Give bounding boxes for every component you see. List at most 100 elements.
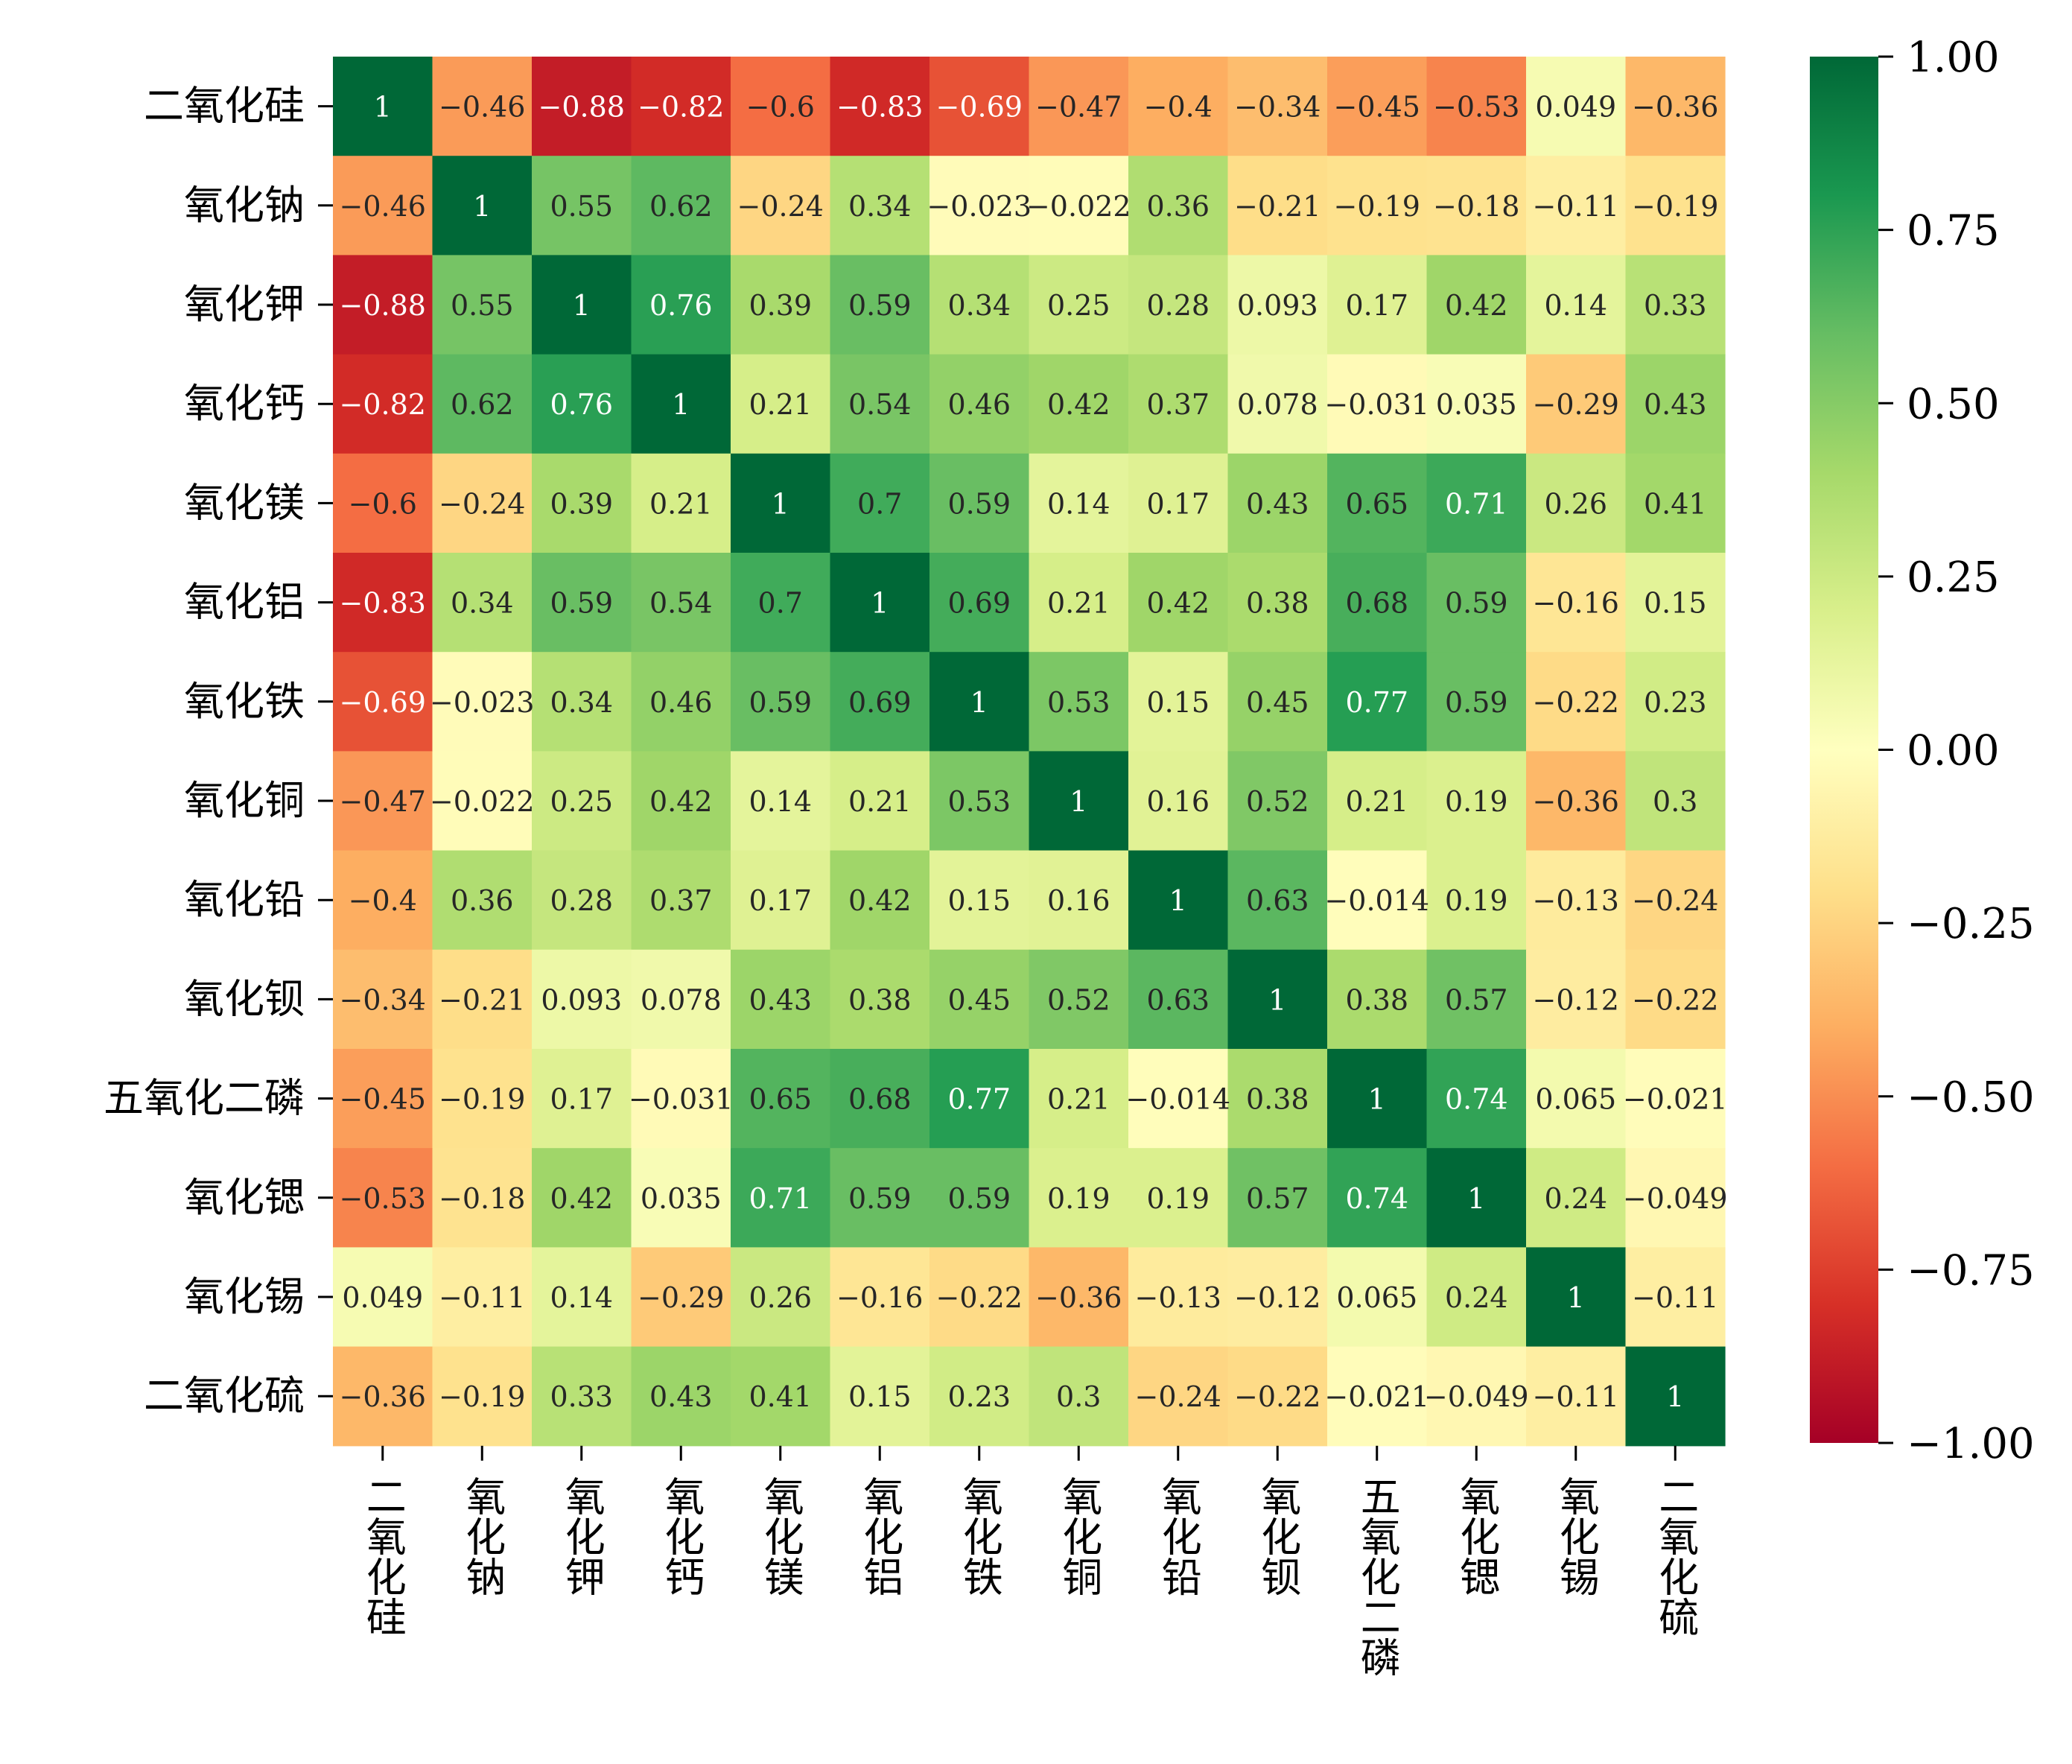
y-tick-label: 氧化铅 — [184, 876, 305, 923]
heatmap-cell — [929, 354, 1030, 454]
heatmap-cell — [532, 850, 632, 951]
heatmap-cell — [1625, 553, 1726, 653]
cell-value-label: −0.36 — [340, 1380, 426, 1413]
heatmap-cell — [929, 1346, 1030, 1447]
y-tick-label: 氧化铁 — [184, 678, 305, 725]
heatmap-cell — [731, 156, 831, 256]
cell-value-label: 0.19 — [1146, 1182, 1210, 1215]
cell-value-label: 1 — [1567, 1281, 1585, 1314]
heatmap-cell — [432, 1247, 533, 1348]
cell-value-label: 0.7 — [857, 487, 902, 520]
heatmap-cell — [333, 453, 433, 553]
y-tick-label: 五氧化二磷 — [104, 1075, 305, 1122]
cell-value-label: 0.43 — [649, 1380, 713, 1413]
heatmap-cell — [1426, 850, 1527, 951]
heatmap-cell — [1327, 1148, 1428, 1248]
cell-value-label: 0.28 — [1146, 289, 1210, 322]
heatmap-cell — [1227, 751, 1328, 851]
heatmap-cell — [333, 949, 433, 1050]
heatmap-cell — [929, 949, 1030, 1050]
heatmap-cell — [532, 652, 632, 752]
cell-value-label: 0.19 — [1445, 884, 1508, 917]
heatmap-cell — [432, 553, 533, 653]
cell-value-label: 0.53 — [1047, 686, 1110, 719]
cell-value-label: 0.38 — [1246, 1083, 1309, 1116]
cell-value-label: 0.62 — [649, 190, 713, 223]
heatmap-cell — [1327, 57, 1428, 156]
heatmap-cell — [333, 156, 433, 256]
heatmap-cell — [432, 453, 533, 553]
cell-value-label: 0.34 — [451, 587, 514, 620]
heatmap-cell — [1128, 255, 1229, 355]
cell-value-label: −0.69 — [340, 686, 426, 719]
heatmap-cell — [731, 1247, 831, 1348]
cell-value-label: 0.035 — [641, 1182, 722, 1215]
heatmap-cell — [1327, 850, 1428, 951]
heatmap-cell — [631, 156, 731, 256]
colorbar-tick-label: −0.75 — [1907, 1246, 2035, 1295]
heatmap-cell — [929, 553, 1030, 653]
cell-value-label: 0.17 — [749, 884, 812, 917]
heatmap-cell — [1426, 354, 1527, 454]
cell-value-label: 0.049 — [1535, 91, 1616, 124]
cell-value-label: −0.12 — [1533, 983, 1619, 1016]
cell-value-label: 0.42 — [1445, 289, 1508, 322]
cell-value-label: 0.41 — [1644, 487, 1707, 520]
colorbar-tick-label: 0.50 — [1907, 380, 2000, 428]
cell-value-label: 0.38 — [848, 983, 912, 1016]
cell-value-label: −0.014 — [1324, 884, 1429, 917]
y-tick-label: 氧化钾 — [184, 281, 305, 328]
cell-value-label: 0.093 — [1237, 289, 1318, 322]
cell-value-label: 0.42 — [1146, 587, 1210, 620]
heatmap-cell — [1526, 255, 1627, 355]
cell-value-label: 0.14 — [1047, 487, 1110, 520]
heatmap-cell — [432, 1148, 533, 1248]
cell-value-label: 0.38 — [1345, 983, 1408, 1016]
heatmap-cell — [1327, 1247, 1428, 1348]
cell-value-label: −0.19 — [439, 1083, 525, 1116]
cell-value-label: 0.57 — [1246, 1182, 1309, 1215]
heatmap-cell — [1625, 1148, 1726, 1248]
cell-value-label: −0.47 — [340, 785, 426, 818]
cell-value-label: −0.69 — [936, 91, 1023, 124]
cell-value-label: 0.078 — [641, 983, 722, 1016]
cell-value-label: −0.021 — [1324, 1380, 1429, 1413]
cell-value-label: 0.15 — [947, 884, 1011, 917]
cell-value-label: 0.093 — [541, 983, 622, 1016]
cell-value-label: 0.68 — [1345, 587, 1408, 620]
cell-value-label: 0.53 — [947, 785, 1011, 818]
heatmap-cell — [631, 751, 731, 851]
cell-value-label: 0.76 — [649, 289, 713, 322]
cell-value-label: 0.36 — [1146, 190, 1210, 223]
heatmap-cell — [631, 57, 731, 156]
cell-value-label: 0.7 — [758, 587, 803, 620]
cell-value-label: 0.59 — [550, 587, 613, 620]
x-tick-label: 五氧化二磷 — [1353, 1476, 1400, 1677]
cell-value-label: 0.21 — [1345, 785, 1408, 818]
cell-value-label: −0.21 — [439, 983, 525, 1016]
heatmap-cell — [333, 751, 433, 851]
heatmap-cell — [1227, 453, 1328, 553]
cell-value-label: 0.39 — [749, 289, 812, 322]
cell-value-label: −0.031 — [629, 1083, 734, 1116]
heatmap-cell — [1128, 850, 1229, 951]
colorbar-gradient — [1810, 57, 1878, 1443]
cell-value-label: 0.33 — [1644, 289, 1707, 322]
heatmap-cell — [929, 850, 1030, 951]
heatmap-cell — [830, 57, 930, 156]
cell-value-label: −0.11 — [439, 1281, 525, 1314]
heatmap-cell — [333, 57, 433, 156]
heatmap-cell — [532, 1247, 632, 1348]
heatmap-cell — [1128, 57, 1229, 156]
cell-value-label: 0.77 — [1345, 686, 1408, 719]
heatmap-cell — [1625, 156, 1726, 256]
heatmap-cell — [333, 1148, 433, 1248]
heatmap-cell — [532, 354, 632, 454]
x-tick-label: 二氧化硅 — [359, 1476, 406, 1637]
cell-value-label: 0.34 — [848, 190, 912, 223]
heatmap-cell — [1426, 751, 1527, 851]
heatmap-cell — [830, 652, 930, 752]
colorbar-tick-label: 1.00 — [1907, 34, 2000, 82]
cell-value-label: −0.021 — [1623, 1083, 1728, 1116]
heatmap-cell — [1526, 652, 1627, 752]
